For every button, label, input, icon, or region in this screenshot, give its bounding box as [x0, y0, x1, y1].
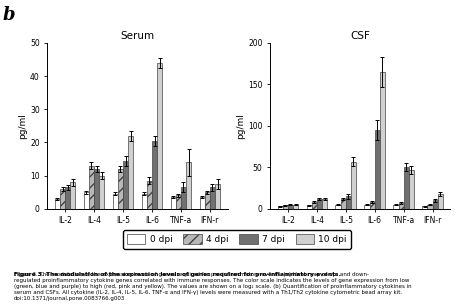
Bar — [288, 204, 293, 209]
Bar — [215, 184, 220, 209]
Text: Figure 3. The modulation of the expression levels of genes required for pro-infl: Figure 3. The modulation of the expressi… — [14, 272, 412, 301]
Bar — [336, 204, 341, 209]
Bar — [176, 196, 181, 209]
Bar — [312, 202, 317, 209]
Bar — [84, 192, 89, 209]
Bar — [89, 166, 94, 209]
Bar — [152, 141, 157, 209]
Bar — [186, 162, 191, 209]
Bar — [118, 169, 123, 209]
Bar — [380, 72, 385, 209]
Bar — [365, 204, 370, 209]
Bar — [181, 187, 186, 209]
Bar — [399, 203, 404, 209]
Bar — [433, 200, 438, 209]
Bar — [99, 176, 104, 209]
Bar — [375, 130, 380, 209]
Bar — [422, 206, 428, 209]
Y-axis label: pg/ml: pg/ml — [18, 113, 27, 139]
Bar — [113, 194, 118, 209]
Bar — [123, 161, 128, 209]
Text: Figure 3. The modulation of the expression levels of genes required for pro-infl: Figure 3. The modulation of the expressi… — [14, 272, 341, 277]
Legend: 0 dpi, 4 dpi, 7 dpi, 10 dpi: 0 dpi, 4 dpi, 7 dpi, 10 dpi — [123, 230, 351, 249]
Y-axis label: pg/ml: pg/ml — [236, 113, 245, 139]
Bar — [70, 182, 75, 209]
Bar — [147, 181, 152, 209]
Bar — [283, 205, 288, 209]
Title: Serum: Serum — [120, 31, 155, 41]
Bar — [346, 196, 351, 209]
Bar — [128, 136, 133, 209]
Bar — [60, 189, 65, 209]
Bar — [171, 197, 176, 209]
Bar — [94, 169, 99, 209]
Bar — [157, 63, 162, 209]
Bar — [293, 204, 298, 209]
Bar — [322, 199, 327, 209]
Bar — [205, 192, 210, 209]
Title: CSF: CSF — [350, 31, 370, 41]
Bar — [200, 197, 205, 209]
Text: b: b — [2, 6, 15, 24]
Bar — [307, 205, 312, 209]
Bar — [404, 167, 409, 209]
Bar — [317, 199, 322, 209]
Bar — [55, 199, 60, 209]
Bar — [142, 194, 147, 209]
Bar — [341, 199, 346, 209]
Bar — [438, 194, 443, 209]
Bar — [210, 187, 215, 209]
Bar — [65, 187, 70, 209]
Bar — [428, 204, 433, 209]
Bar — [393, 204, 399, 209]
Bar — [370, 202, 375, 209]
Bar — [351, 161, 356, 209]
Bar — [278, 206, 283, 209]
Bar — [409, 170, 414, 209]
